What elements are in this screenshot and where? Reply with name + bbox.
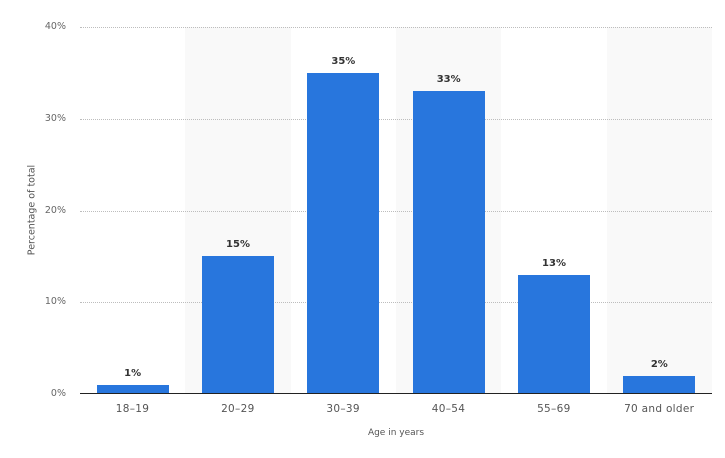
bar-value-label: 2% — [650, 358, 668, 370]
x-tick-label: 30–39 — [326, 403, 360, 415]
x-tick-label: 20–29 — [221, 403, 255, 415]
bar[interactable] — [202, 256, 274, 394]
bar-value-label: 15% — [226, 239, 250, 251]
bar[interactable] — [412, 91, 485, 394]
gridline — [80, 27, 712, 28]
x-tick-label: 40–54 — [431, 403, 466, 415]
bar[interactable] — [307, 72, 380, 394]
y-tick-label: 10% — [44, 296, 66, 308]
y-tick-label: 40% — [44, 21, 66, 32]
gridline — [80, 210, 712, 212]
y-tick-label: 0% — [50, 388, 66, 399]
bar-value-label: 35% — [331, 55, 356, 67]
x-axis-line — [80, 393, 712, 394]
x-tick-label: 70 and older — [624, 403, 695, 415]
bar-value-label: 13% — [542, 257, 566, 269]
bar-value-label: 1% — [124, 367, 142, 379]
bar[interactable] — [96, 384, 169, 394]
bar[interactable] — [623, 375, 696, 394]
x-axis-label: Age in years — [367, 428, 425, 438]
x-tick-label: 55–69 — [537, 403, 571, 415]
gridline — [80, 118, 712, 120]
y-tick-label: 30% — [44, 112, 66, 124]
y-tick-label: 20% — [44, 204, 66, 216]
bar-value-label: 33% — [436, 74, 461, 86]
bar[interactable] — [518, 274, 590, 394]
gridline — [80, 302, 712, 304]
x-tick-label: 18–19 — [115, 403, 150, 415]
y-axis-label: Percentage of total — [26, 164, 38, 256]
